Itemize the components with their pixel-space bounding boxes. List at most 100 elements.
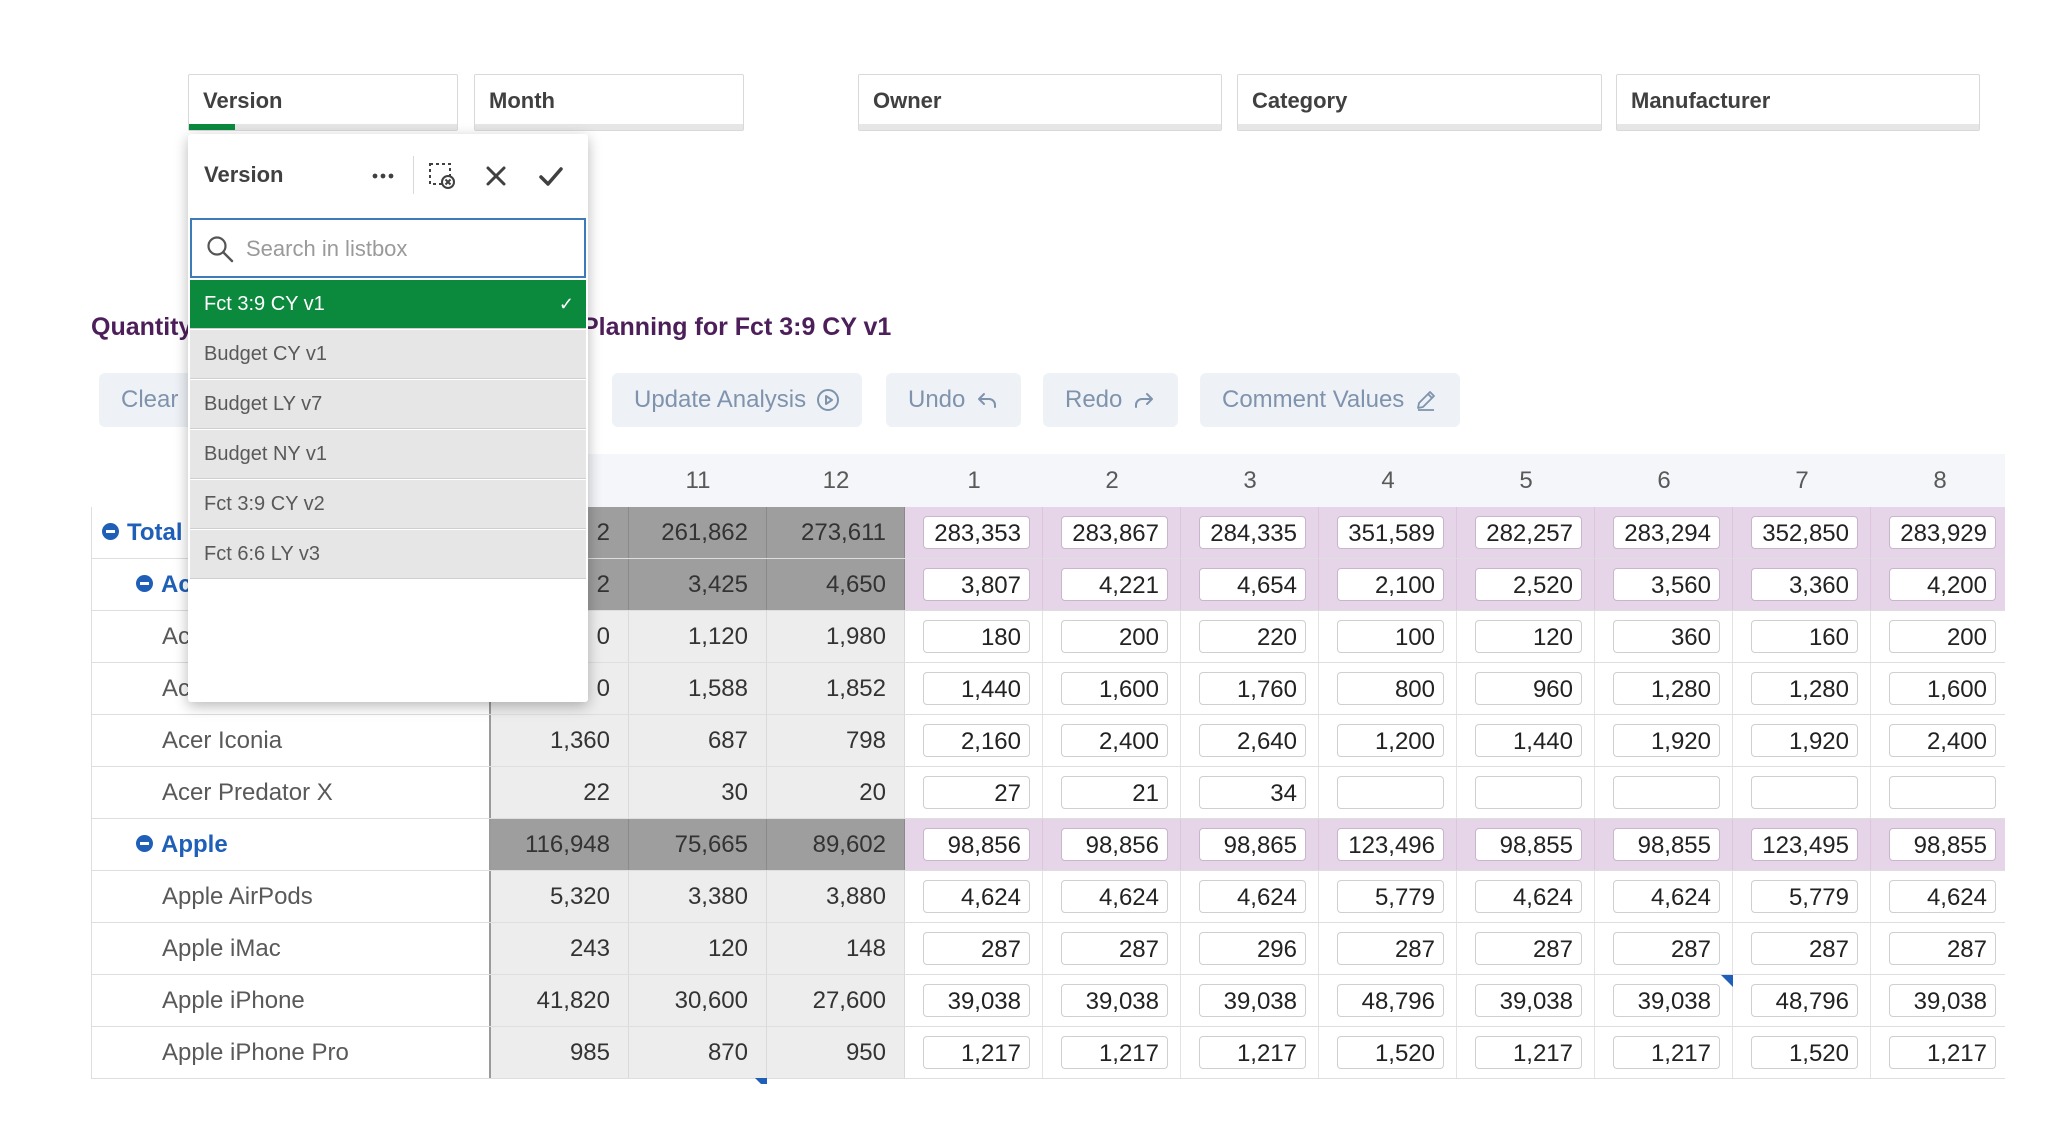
value-input[interactable]: 4,221 [1061, 568, 1168, 601]
value-input[interactable]: 21 [1061, 776, 1168, 809]
value-input[interactable]: 287 [1613, 932, 1720, 965]
value-input[interactable]: 5,779 [1751, 880, 1858, 913]
value-input[interactable]: 2,400 [1889, 724, 1996, 757]
value-input[interactable]: 1,217 [1199, 1036, 1306, 1069]
update-analysis-button[interactable]: Update Analysis [612, 373, 863, 427]
value-input[interactable]: 1,920 [1751, 724, 1858, 757]
value-input[interactable]: 98,855 [1889, 828, 1996, 861]
value-input[interactable]: 160 [1751, 620, 1858, 653]
value-input[interactable]: 4,624 [1061, 880, 1168, 913]
value-input[interactable]: 287 [1751, 932, 1858, 965]
value-input[interactable]: 283,294 [1613, 516, 1720, 549]
comment-marker[interactable] [1721, 975, 1733, 987]
comment-values-button[interactable]: Comment Values [1200, 373, 1461, 427]
value-input[interactable] [1337, 776, 1444, 809]
value-input[interactable]: 351,589 [1337, 516, 1444, 549]
value-input[interactable]: 283,353 [923, 516, 1030, 549]
value-input[interactable]: 123,496 [1337, 828, 1444, 861]
value-input[interactable]: 48,796 [1751, 984, 1858, 1017]
listbox-option-selected[interactable]: Fct 3:9 CY v1 ✓ [190, 280, 586, 329]
clear-selections-icon[interactable] [426, 160, 458, 192]
value-input[interactable]: 287 [1061, 932, 1168, 965]
value-input[interactable]: 27 [923, 776, 1030, 809]
value-input[interactable]: 1,280 [1751, 672, 1858, 705]
value-input[interactable]: 98,856 [923, 828, 1030, 861]
value-input[interactable]: 4,624 [1475, 880, 1582, 913]
value-input[interactable]: 39,038 [1061, 984, 1168, 1017]
value-input[interactable]: 180 [923, 620, 1030, 653]
redo-button[interactable]: Redo [1043, 373, 1179, 427]
value-input[interactable]: 4,624 [1889, 880, 1996, 913]
filter-category[interactable]: Category [1237, 74, 1602, 131]
value-input[interactable]: 34 [1199, 776, 1306, 809]
value-input[interactable]: 98,855 [1475, 828, 1582, 861]
value-input[interactable]: 287 [1475, 932, 1582, 965]
value-input[interactable]: 3,360 [1751, 568, 1858, 601]
listbox-option[interactable]: Budget LY v7 [190, 380, 586, 429]
value-input[interactable]: 4,624 [1613, 880, 1720, 913]
value-input[interactable]: 5,779 [1337, 880, 1444, 913]
collapse-icon[interactable] [136, 835, 153, 853]
value-input[interactable]: 123,495 [1751, 828, 1858, 861]
value-input[interactable]: 800 [1337, 672, 1444, 705]
value-input[interactable]: 2,100 [1337, 568, 1444, 601]
value-input[interactable]: 1,600 [1061, 672, 1168, 705]
value-input[interactable]: 1,920 [1613, 724, 1720, 757]
value-input[interactable]: 1,217 [1475, 1036, 1582, 1069]
value-input[interactable]: 120 [1475, 620, 1582, 653]
value-input[interactable]: 1,440 [1475, 724, 1582, 757]
value-input[interactable]: 1,217 [1061, 1036, 1168, 1069]
filter-owner[interactable]: Owner [858, 74, 1222, 131]
comment-marker[interactable] [755, 1078, 767, 1084]
listbox-option[interactable]: Fct 6:6 LY v3 [190, 530, 586, 579]
value-input[interactable]: 287 [1889, 932, 1996, 965]
value-input[interactable]: 1,217 [923, 1036, 1030, 1069]
value-input[interactable]: 1,200 [1337, 724, 1444, 757]
value-input[interactable]: 39,038 [1475, 984, 1582, 1017]
value-input[interactable]: 48,796 [1337, 984, 1444, 1017]
value-input[interactable]: 1,217 [1613, 1036, 1720, 1069]
value-input[interactable]: 4,654 [1199, 568, 1306, 601]
value-input[interactable] [1751, 776, 1858, 809]
value-input[interactable]: 282,257 [1475, 516, 1582, 549]
value-input[interactable] [1889, 776, 1996, 809]
value-input[interactable]: 287 [923, 932, 1030, 965]
value-input[interactable]: 2,160 [923, 724, 1030, 757]
filter-version[interactable]: Version [188, 74, 458, 131]
value-input[interactable]: 2,520 [1475, 568, 1582, 601]
collapse-icon[interactable] [102, 523, 119, 541]
value-input[interactable]: 200 [1889, 620, 1996, 653]
value-input[interactable]: 1,440 [923, 672, 1030, 705]
cancel-icon[interactable] [480, 160, 512, 192]
value-input[interactable]: 39,038 [1889, 984, 1996, 1017]
undo-button[interactable]: Undo [886, 373, 1022, 427]
confirm-icon[interactable] [535, 160, 567, 192]
value-input[interactable]: 960 [1475, 672, 1582, 705]
value-input[interactable]: 200 [1061, 620, 1168, 653]
value-input[interactable]: 3,807 [923, 568, 1030, 601]
value-input[interactable]: 1,600 [1889, 672, 1996, 705]
value-input[interactable] [1613, 776, 1720, 809]
value-input[interactable]: 1,280 [1613, 672, 1720, 705]
row-label[interactable]: Apple [91, 819, 491, 870]
value-input[interactable]: 220 [1199, 620, 1306, 653]
filter-manufacturer[interactable]: Manufacturer [1616, 74, 1980, 131]
more-icon[interactable] [367, 160, 399, 192]
value-input[interactable]: 296 [1199, 932, 1306, 965]
value-input[interactable]: 1,760 [1199, 672, 1306, 705]
value-input[interactable]: 283,929 [1889, 516, 1996, 549]
value-input[interactable]: 284,335 [1199, 516, 1306, 549]
value-input[interactable]: 4,624 [1199, 880, 1306, 913]
value-input[interactable]: 352,850 [1751, 516, 1858, 549]
listbox-option[interactable]: Fct 3:9 CY v2 [190, 480, 586, 529]
value-input[interactable] [1475, 776, 1582, 809]
value-input[interactable]: 1,217 [1889, 1036, 1996, 1069]
value-input[interactable]: 287 [1337, 932, 1444, 965]
filter-month[interactable]: Month [474, 74, 744, 131]
listbox-option[interactable]: Budget CY v1 [190, 330, 586, 379]
value-input[interactable]: 100 [1337, 620, 1444, 653]
value-input[interactable]: 360 [1613, 620, 1720, 653]
value-input[interactable]: 3,560 [1613, 568, 1720, 601]
value-input[interactable]: 1,520 [1751, 1036, 1858, 1069]
value-input[interactable]: 2,640 [1199, 724, 1306, 757]
